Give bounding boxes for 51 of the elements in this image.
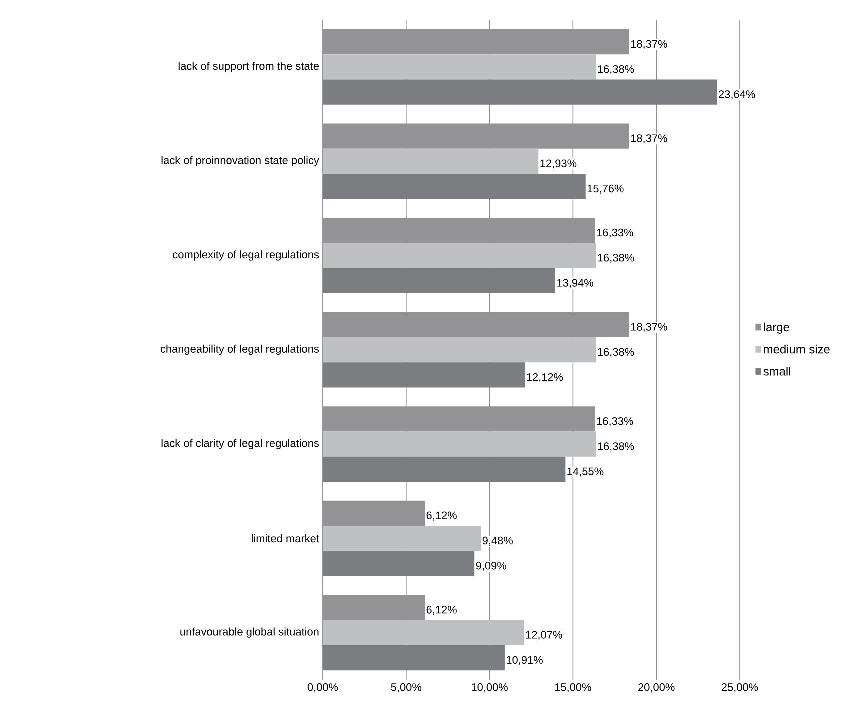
legend-label: large — [764, 322, 790, 334]
x-tick-label: 20,00% — [638, 684, 675, 693]
data-label: 10,91% — [507, 656, 543, 666]
x-tick-label: 5,00% — [391, 684, 422, 693]
x-tick-label: 0,00% — [308, 684, 338, 693]
legend-label: medium size — [764, 344, 830, 354]
data-label: 12,07% — [526, 631, 562, 640]
y-tick-label: lack of support from the state — [178, 62, 319, 72]
legend-label: small — [764, 367, 790, 376]
y-tick-label: lack of clarity of legal regulations — [162, 439, 320, 450]
data-label: 13,94% — [558, 279, 594, 288]
data-label: 15,76% — [588, 184, 624, 194]
data-label: 6,12% — [426, 512, 457, 521]
data-label: 18,37% — [631, 134, 668, 144]
bar — [322, 54, 596, 80]
bar — [322, 80, 718, 105]
data-label: 18,37% — [631, 40, 668, 50]
data-label: 9,09% — [476, 562, 506, 572]
data-label: 16,33% — [597, 228, 634, 238]
bar — [322, 243, 596, 268]
data-label: 12,12% — [527, 373, 564, 383]
x-tick-label: 15,00% — [555, 684, 592, 693]
data-label: 23,64% — [719, 90, 756, 100]
x-tick-label: 25,00% — [722, 684, 758, 693]
bar — [322, 362, 526, 388]
data-label: 16,33% — [597, 417, 634, 426]
bar — [322, 337, 596, 363]
data-label: 16,38% — [598, 254, 634, 264]
bar — [322, 148, 539, 174]
data-label: 18,37% — [631, 323, 668, 332]
bar — [322, 174, 586, 200]
bar — [322, 456, 566, 482]
x-tick-label: 10,00% — [472, 684, 508, 693]
y-tick-label: unfavourable global situation — [180, 628, 319, 638]
data-label: 16,38% — [598, 442, 634, 452]
bar — [322, 551, 475, 576]
data-label: 16,38% — [598, 65, 634, 75]
y-tick-label: complexity of legal regulations — [173, 250, 320, 261]
y-tick-label: lack of proinnovation state policy — [162, 156, 320, 167]
y-tick-label: changeability of legal regulations — [160, 344, 320, 356]
bar — [322, 526, 482, 552]
bar — [322, 432, 596, 457]
data-label: 14,55% — [568, 468, 604, 477]
bar — [322, 645, 505, 671]
data-label: 9,48% — [482, 536, 513, 546]
data-label: 6,12% — [426, 606, 457, 616]
data-label: 16,38% — [598, 348, 634, 358]
bar — [322, 268, 556, 294]
bar — [322, 620, 524, 646]
y-tick-label: limited market — [252, 534, 320, 543]
data-label: 12,93% — [540, 160, 577, 169]
